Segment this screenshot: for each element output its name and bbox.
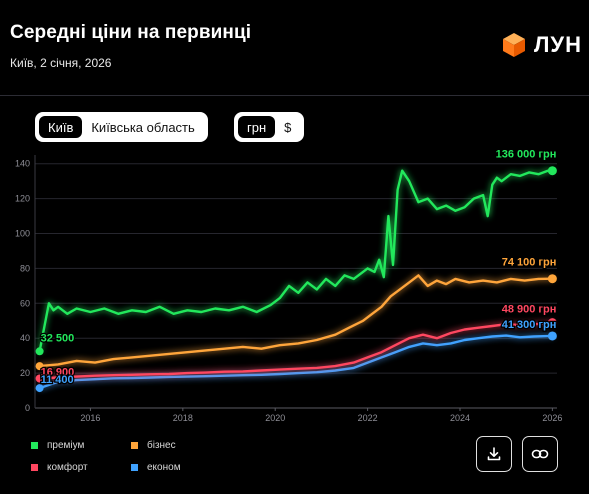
page-title: Середні ціни на первинці <box>10 22 252 43</box>
legend-swatch-premium <box>31 442 38 449</box>
legend-label-business: бізнес <box>147 440 176 451</box>
end-value-label-3: 41 300 грн <box>502 319 557 331</box>
cube-icon <box>503 33 525 57</box>
series-end-point-3 <box>547 331 557 341</box>
series-line-2 <box>38 321 554 380</box>
series-line-0 <box>38 169 554 353</box>
y-tick-label-20: 20 <box>20 368 30 378</box>
y-tick-label-140: 140 <box>15 159 30 169</box>
series-end-point-0 <box>547 166 557 176</box>
x-tick-label-2022: 2022 <box>358 413 378 423</box>
chart-panel: Київ Київська область грн $ 0 20 40 60 80 100… <box>11 100 580 490</box>
x-tick-label-2026: 2026 <box>542 413 562 423</box>
grid-lines <box>35 163 557 374</box>
series-start-point-1 <box>35 362 44 371</box>
brand-name: ЛУН <box>534 32 583 57</box>
legend-item-premium[interactable]: преміум <box>31 440 84 451</box>
start-value-label-3: 11 400 <box>41 374 74 386</box>
x-tick-label-2020: 2020 <box>265 413 285 423</box>
axes: 0 20 40 60 80 100 120 140 2016 2018 2020 2022 2024 20… <box>15 155 562 423</box>
value-labels: 136 000 грн 74 100 грн 48 900 грн 41 300 гр… <box>39 147 557 387</box>
y-tick-label-100: 100 <box>15 229 30 239</box>
region-toggle: Київ Київська область <box>35 112 208 142</box>
currency-toggle: грн $ <box>234 112 305 142</box>
y-tick-label-120: 120 <box>15 194 30 204</box>
y-tick-label-60: 60 <box>20 298 30 308</box>
series-end-point-1 <box>547 274 557 284</box>
currency-option-uah[interactable]: грн <box>238 116 276 138</box>
link-icon <box>531 449 549 459</box>
legend-item-business[interactable]: бізнес <box>131 440 176 451</box>
legend-label-comfort: комфорт <box>47 462 88 473</box>
y-tick-label-40: 40 <box>20 333 30 343</box>
region-option-kyiv[interactable]: Київ <box>39 116 83 138</box>
legend-swatch-business <box>131 442 138 449</box>
header-divider <box>0 95 589 96</box>
x-tick-label-2018: 2018 <box>173 413 193 423</box>
start-value-label-0: 32 500 <box>41 332 75 344</box>
download-icon <box>487 447 501 461</box>
legend-label-econom: економ <box>147 462 181 473</box>
series-start-point-0 <box>35 347 44 356</box>
brand-logo[interactable]: ЛУН <box>502 32 582 58</box>
copy-link-button[interactable] <box>522 436 558 472</box>
series-end-point-2 <box>547 318 557 328</box>
x-tick-label-2024: 2024 <box>450 413 470 423</box>
end-value-label-0: 136 000 грн <box>496 149 557 161</box>
series-line-3 <box>38 334 554 390</box>
series-line-1 <box>38 274 554 368</box>
legend-item-econom[interactable]: економ <box>131 462 181 473</box>
end-value-label-2: 48 900 грн <box>502 304 557 316</box>
series-start-point-2 <box>35 374 44 383</box>
region-option-kyiv-oblast[interactable]: Київська область <box>91 119 195 135</box>
x-tick-label-2016: 2016 <box>80 413 100 423</box>
end-value-label-1: 74 100 грн <box>502 257 557 269</box>
y-tick-label-80: 80 <box>20 263 30 273</box>
legend-label-premium: преміум <box>47 440 85 451</box>
download-button[interactable] <box>476 436 512 472</box>
series-lines <box>35 166 557 393</box>
legend-swatch-econom <box>131 464 138 471</box>
y-tick-label-0: 0 <box>25 403 30 413</box>
currency-option-usd[interactable]: $ <box>284 119 292 135</box>
chart-legend: преміум бізнес комфорт економ <box>31 436 331 486</box>
legend-swatch-comfort <box>31 464 38 471</box>
series-start-point-3 <box>35 384 44 393</box>
page-subtitle: Київ, 2 січня, 2026 <box>10 56 112 70</box>
start-value-label-2: 16 900 <box>41 367 75 379</box>
legend-item-comfort[interactable]: комфорт <box>31 462 88 473</box>
price-line-chart: 0 20 40 60 80 100 120 140 2016 2018 2020 2022 2024 20… <box>15 147 562 423</box>
